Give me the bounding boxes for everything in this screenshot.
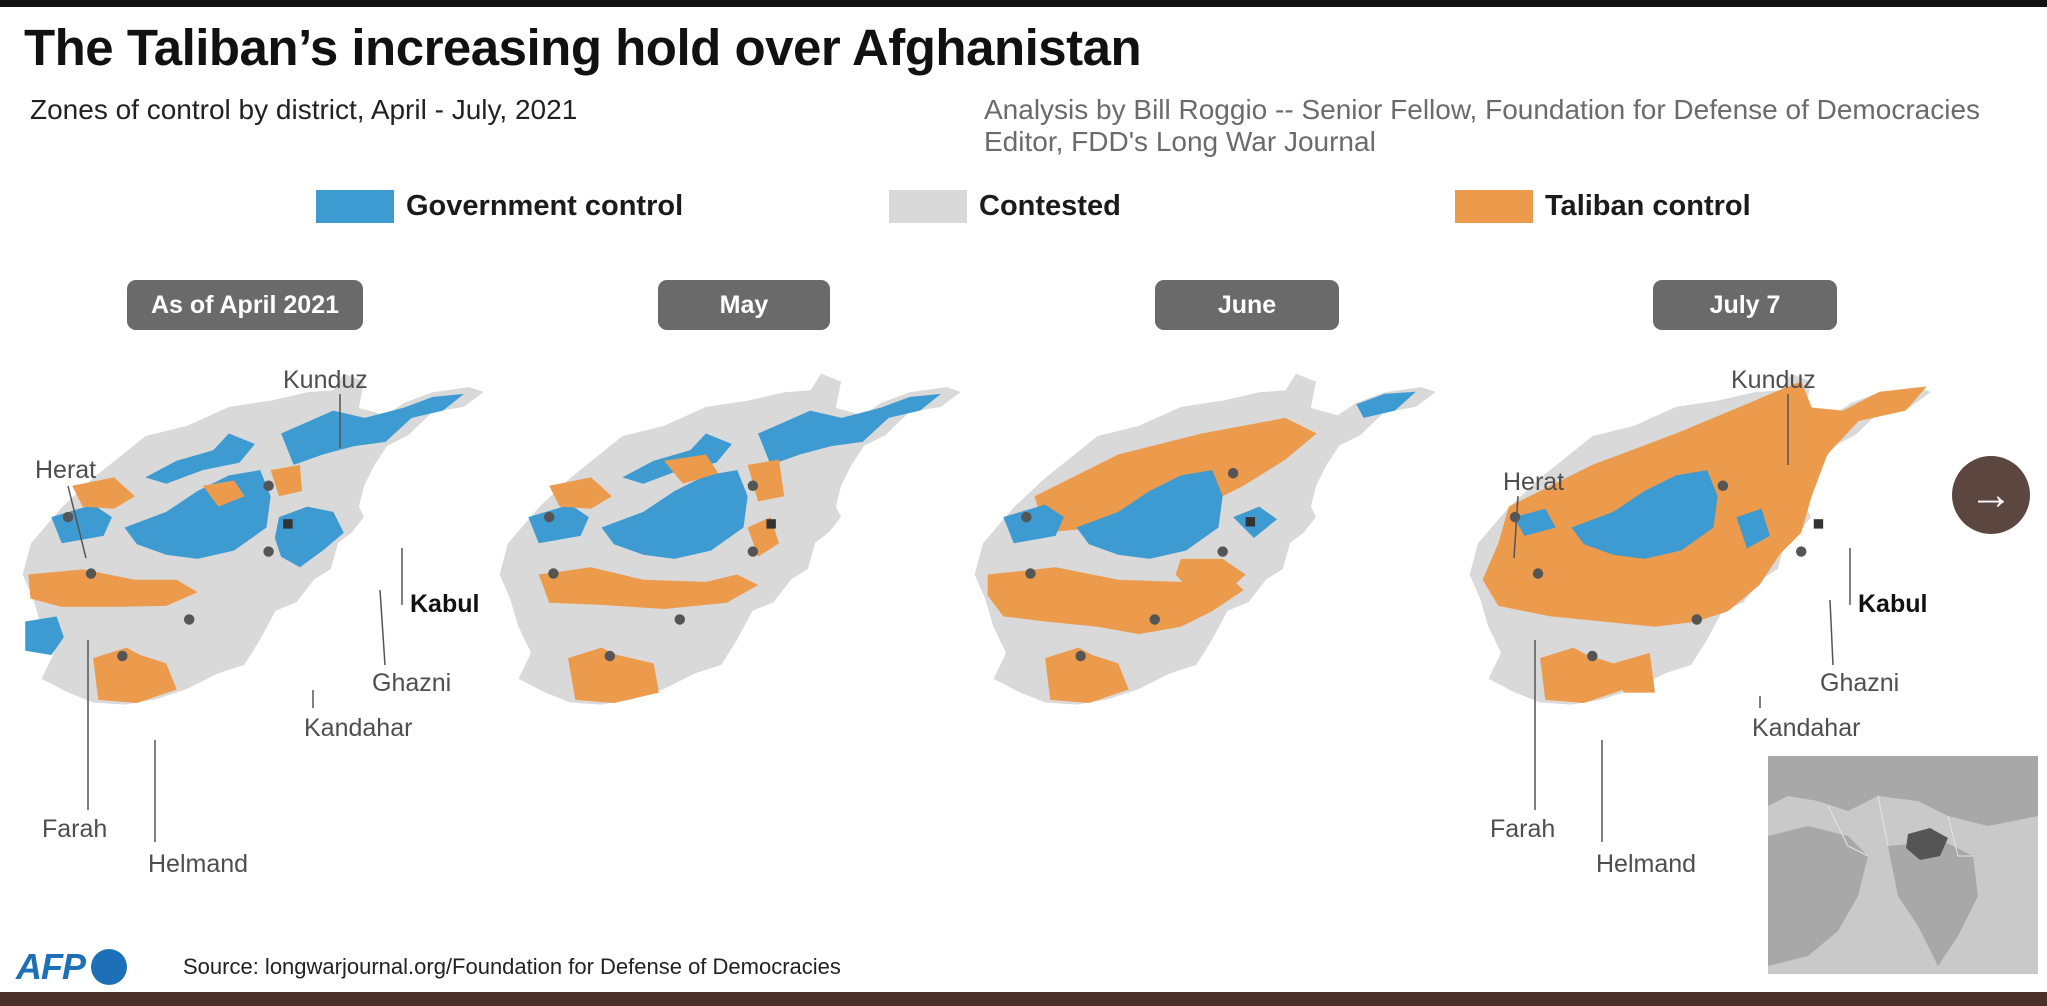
label-herat-april: Herat bbox=[35, 456, 97, 484]
map-july-7 bbox=[1468, 372, 1933, 706]
label-helmand-july: Helmand bbox=[1596, 850, 1697, 878]
label-kunduz-july: Kunduz bbox=[1731, 366, 1816, 394]
label-kabul-july: Kabul bbox=[1858, 590, 1928, 618]
analysis-line-1: Analysis by Bill Roggio -- Senior Fellow… bbox=[984, 94, 1981, 125]
label-herat-july: Herat bbox=[1503, 468, 1565, 496]
bottom-rule bbox=[0, 992, 2047, 1006]
analysis-credit: Analysis by Bill Roggio -- Senior Fellow… bbox=[984, 94, 1980, 158]
label-kandahar-july: Kandahar bbox=[1752, 714, 1861, 742]
label-helmand-april: Helmand bbox=[148, 850, 249, 878]
panel-label-april: As of April 2021 bbox=[127, 280, 363, 330]
label-farah-april: Farah bbox=[42, 815, 108, 843]
legend-label-contested: Contested bbox=[979, 189, 1121, 222]
label-ghazni-april: Ghazni bbox=[372, 669, 452, 697]
legend-label-government: Government control bbox=[406, 189, 684, 222]
panel-label-may: May bbox=[658, 280, 830, 330]
legend-taliban: Taliban control bbox=[1455, 188, 1751, 224]
label-kunduz-april: Kunduz bbox=[283, 366, 368, 394]
label-farah-july: Farah bbox=[1490, 815, 1556, 843]
panel-label-july: July 7 bbox=[1653, 280, 1837, 330]
afp-logo-text: AFP bbox=[16, 946, 86, 987]
afp-logo: AFP bbox=[16, 946, 127, 988]
map-april-2021 bbox=[21, 372, 486, 706]
source-note: Source: longwarjournal.org/Foundation fo… bbox=[183, 954, 841, 979]
locator-map bbox=[1768, 756, 2038, 974]
legend-contested: Contested bbox=[889, 188, 1121, 224]
label-ghazni-july: Ghazni bbox=[1820, 669, 1900, 697]
legend-label-taliban: Taliban control bbox=[1545, 189, 1751, 222]
map-june bbox=[973, 372, 1438, 706]
legend-swatch-contested bbox=[889, 189, 967, 223]
label-kabul-april: Kabul bbox=[410, 590, 480, 618]
legend-swatch-government bbox=[316, 189, 394, 223]
map-may bbox=[498, 372, 963, 706]
label-kandahar-april: Kandahar bbox=[304, 714, 413, 742]
analysis-line-2: Editor, FDD's Long War Journal bbox=[984, 126, 1376, 157]
legend-swatch-taliban bbox=[1455, 189, 1533, 223]
page-title: The Taliban’s increasing hold over Afgha… bbox=[24, 19, 1142, 76]
panel-label-june: June bbox=[1155, 280, 1339, 330]
legend-government: Government control bbox=[316, 188, 683, 224]
arrow-right-icon: → bbox=[1969, 470, 2013, 519]
top-rule bbox=[0, 0, 2047, 7]
subtitle: Zones of control by district, April - Ju… bbox=[30, 94, 578, 125]
afp-logo-dot bbox=[91, 949, 127, 985]
next-arrow-button[interactable]: → bbox=[1952, 456, 2030, 534]
